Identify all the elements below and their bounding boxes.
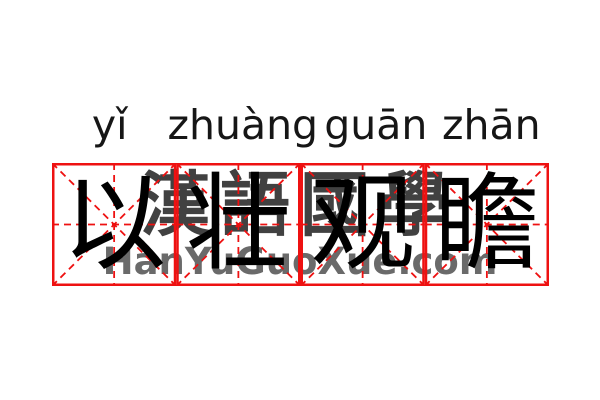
grid-cell-1: 以 bbox=[52, 163, 176, 286]
watermark-cjk-text: 漢語國學 bbox=[140, 163, 460, 246]
idiom-character-4: 瞻 bbox=[434, 163, 540, 285]
grid-cell-3: 观 bbox=[301, 163, 425, 286]
idiom-character-1: 以 bbox=[61, 163, 167, 285]
grid-cell-2: 壮 bbox=[176, 163, 300, 286]
pinyin-syllable-2: zhuàng bbox=[167, 101, 319, 149]
pinyin-row: yǐ zhuàng guān zhān bbox=[52, 96, 549, 154]
character-practice-grid bbox=[52, 163, 549, 286]
pinyin-syllable-3: guān bbox=[324, 101, 428, 149]
pinyin-syllable-4: zhān bbox=[441, 101, 541, 149]
grid-lines bbox=[52, 163, 549, 286]
idiom-character-3: 观 bbox=[310, 163, 416, 285]
idiom-characters-row: 以 壮 观 瞻 bbox=[52, 163, 549, 286]
idiom-character-2: 壮 bbox=[185, 163, 291, 285]
pinyin-syllable-1: yǐ bbox=[91, 101, 128, 149]
grid-cell-4: 瞻 bbox=[425, 163, 549, 286]
